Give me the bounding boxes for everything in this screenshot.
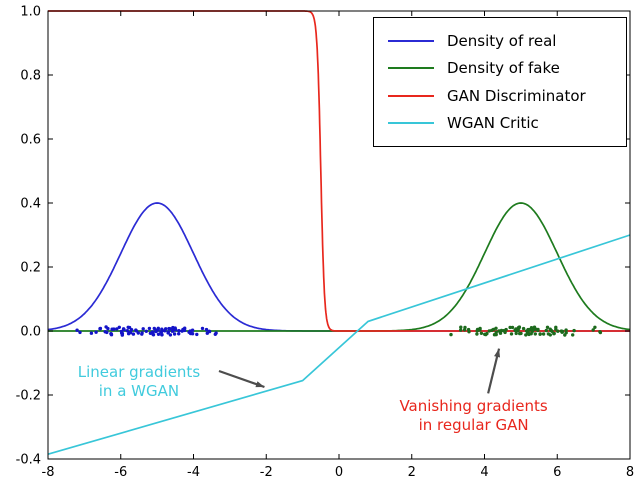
legend: Density of real Density of fake GAN Disc… bbox=[373, 17, 627, 147]
legend-line-sample-real-icon bbox=[388, 39, 434, 42]
legend-item-gan-discriminator: GAN Discriminator bbox=[388, 87, 620, 105]
svg-text:-8: -8 bbox=[42, 465, 55, 480]
legend-line-sample-wgan-icon bbox=[388, 122, 434, 125]
annotation-text-line: in regular GAN bbox=[418, 415, 529, 434]
annotation-gan-vanishing-gradients: Vanishing gradients in regular GAN bbox=[399, 397, 547, 435]
svg-text:-6: -6 bbox=[114, 465, 127, 480]
svg-text:-4: -4 bbox=[187, 465, 200, 480]
svg-text:-0.4: -0.4 bbox=[16, 453, 41, 468]
legend-label-density-of-real: Density of real bbox=[447, 31, 557, 50]
svg-text:0: 0 bbox=[335, 465, 343, 480]
legend-label-gan-discriminator: GAN Discriminator bbox=[447, 86, 586, 105]
legend-line-sample-gan-icon bbox=[388, 94, 434, 97]
svg-text:1.0: 1.0 bbox=[20, 5, 41, 20]
annotation-text-line: Linear gradients bbox=[77, 363, 201, 381]
legend-item-wgan-critic: WGAN Critic bbox=[388, 114, 620, 132]
svg-text:-2: -2 bbox=[260, 465, 273, 480]
svg-text:0.4: 0.4 bbox=[20, 197, 41, 212]
svg-text:0.8: 0.8 bbox=[20, 69, 41, 84]
annotation-text-line: Vanishing gradients bbox=[399, 396, 548, 415]
legend-item-density-of-fake: Density of fake bbox=[388, 59, 620, 77]
svg-text:0.0: 0.0 bbox=[20, 325, 41, 340]
svg-text:2: 2 bbox=[408, 465, 416, 480]
legend-line-sample-fake-icon bbox=[388, 67, 434, 70]
svg-text:-0.2: -0.2 bbox=[16, 389, 41, 404]
annotation-text-line: in a WGAN bbox=[98, 382, 180, 400]
svg-text:0.6: 0.6 bbox=[20, 133, 41, 148]
svg-text:4: 4 bbox=[480, 465, 488, 480]
svg-text:8: 8 bbox=[626, 465, 634, 480]
svg-text:0.2: 0.2 bbox=[20, 261, 41, 276]
legend-label-wgan-critic: WGAN Critic bbox=[447, 114, 539, 133]
legend-label-density-of-fake: Density of fake bbox=[447, 59, 560, 78]
legend-item-density-of-real: Density of real bbox=[388, 32, 620, 50]
annotation-wgan-linear-gradients: Linear gradients in a WGAN bbox=[78, 363, 200, 401]
svg-text:6: 6 bbox=[553, 465, 561, 480]
